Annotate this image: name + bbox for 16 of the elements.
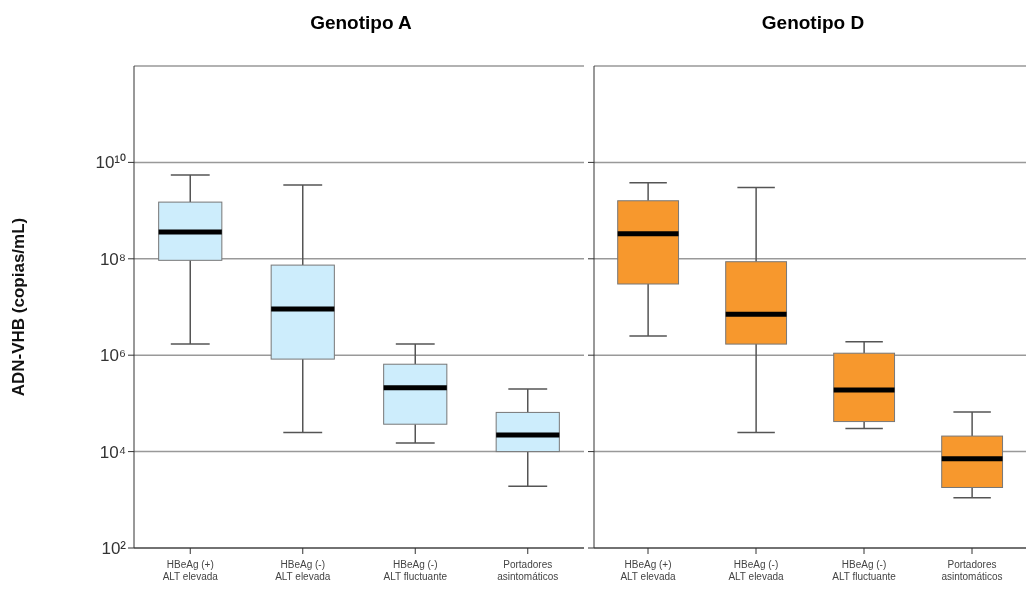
chart-title: Genotipo A bbox=[309, 11, 413, 35]
x-tick-label: HBeAg (+) ALT elevada bbox=[162, 559, 219, 582]
y-tick-label: 10⁴ bbox=[99, 442, 126, 462]
x-tick-label: Portadores asintomáticos bbox=[497, 559, 559, 582]
chart-title: Genotipo D bbox=[760, 11, 866, 35]
x-tick-label: HBeAg (-) ALT elevada bbox=[728, 559, 785, 582]
x-tick-label: HBeAg (-) ALT fluctuante bbox=[832, 559, 897, 582]
y-tick-label: 10¹⁰ bbox=[95, 153, 126, 173]
x-tick-label: HBeAg (-) ALT elevada bbox=[275, 559, 331, 582]
y-tick-label: 10² bbox=[101, 539, 127, 559]
x-tick-label: HBeAg (-) ALT fluctuante bbox=[383, 559, 448, 582]
x-tick-label: Portadores asintomáticos bbox=[941, 559, 1003, 582]
y-axis-title: ADN-VHB (copias/mL) bbox=[9, 217, 29, 397]
y-tick-label: 10⁶ bbox=[100, 346, 126, 366]
y-tick-label: 10⁸ bbox=[99, 249, 126, 269]
x-tick-label: HBeAg (+) ALT elevada bbox=[620, 559, 677, 582]
